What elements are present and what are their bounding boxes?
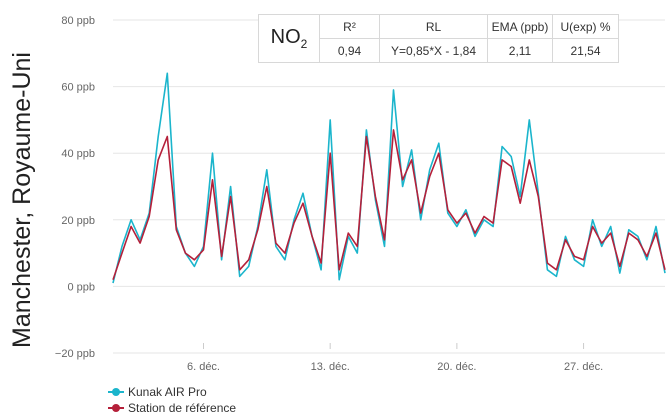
y-tick-label: 60 ppb (61, 82, 95, 94)
value-ema: 2,11 (487, 38, 553, 63)
series-line-reference (112, 129, 666, 280)
x-tick-label: 13. déc. (311, 361, 350, 373)
legend-swatch-reference (108, 403, 124, 413)
x-tick-label: 27. déc. (564, 361, 603, 373)
value-uexp: 21,54 (552, 38, 619, 63)
legend-item-kunak[interactable]: Kunak AIR Pro (108, 384, 236, 400)
legend-label-reference: Station de référence (128, 401, 237, 415)
value-rl: Y=0,85*X - 1,84 (379, 38, 488, 63)
header-uexp: U(exp) % (552, 14, 619, 39)
series-line-kunak (112, 72, 666, 284)
y-tick-label: 0 ppb (67, 281, 95, 293)
y-tick-label: −20 ppb (55, 348, 95, 360)
value-r2: 0,94 (319, 38, 380, 63)
legend-swatch-kunak (108, 387, 124, 397)
series-lines (112, 72, 666, 284)
pollutant-label: NO2 (258, 14, 320, 63)
stats-table: NO2 R² RL EMA (ppb) U(exp) % 0,94 Y=0,85… (258, 14, 619, 63)
x-tick-label: 20. déc. (437, 361, 476, 373)
legend: Kunak AIR Pro Station de référence (108, 384, 236, 416)
header-r2: R² (319, 14, 380, 39)
y-tick-label: 40 ppb (61, 148, 95, 160)
header-rl: RL (379, 14, 488, 39)
y-tick-label: 20 ppb (61, 215, 95, 227)
y-tick-label: 80 ppb (61, 15, 95, 27)
legend-item-reference[interactable]: Station de référence (108, 400, 236, 416)
y-axis-ticks: −20 ppb 0 ppb 20 ppb 40 ppb 60 ppb 80 ppb (55, 15, 95, 360)
header-ema: EMA (ppb) (487, 14, 553, 39)
x-tick-label: 6. déc. (187, 361, 220, 373)
x-axis-ticks: 6. déc. 13. déc. 20. déc. 27. déc. (187, 343, 603, 373)
legend-label-kunak: Kunak AIR Pro (128, 385, 207, 399)
